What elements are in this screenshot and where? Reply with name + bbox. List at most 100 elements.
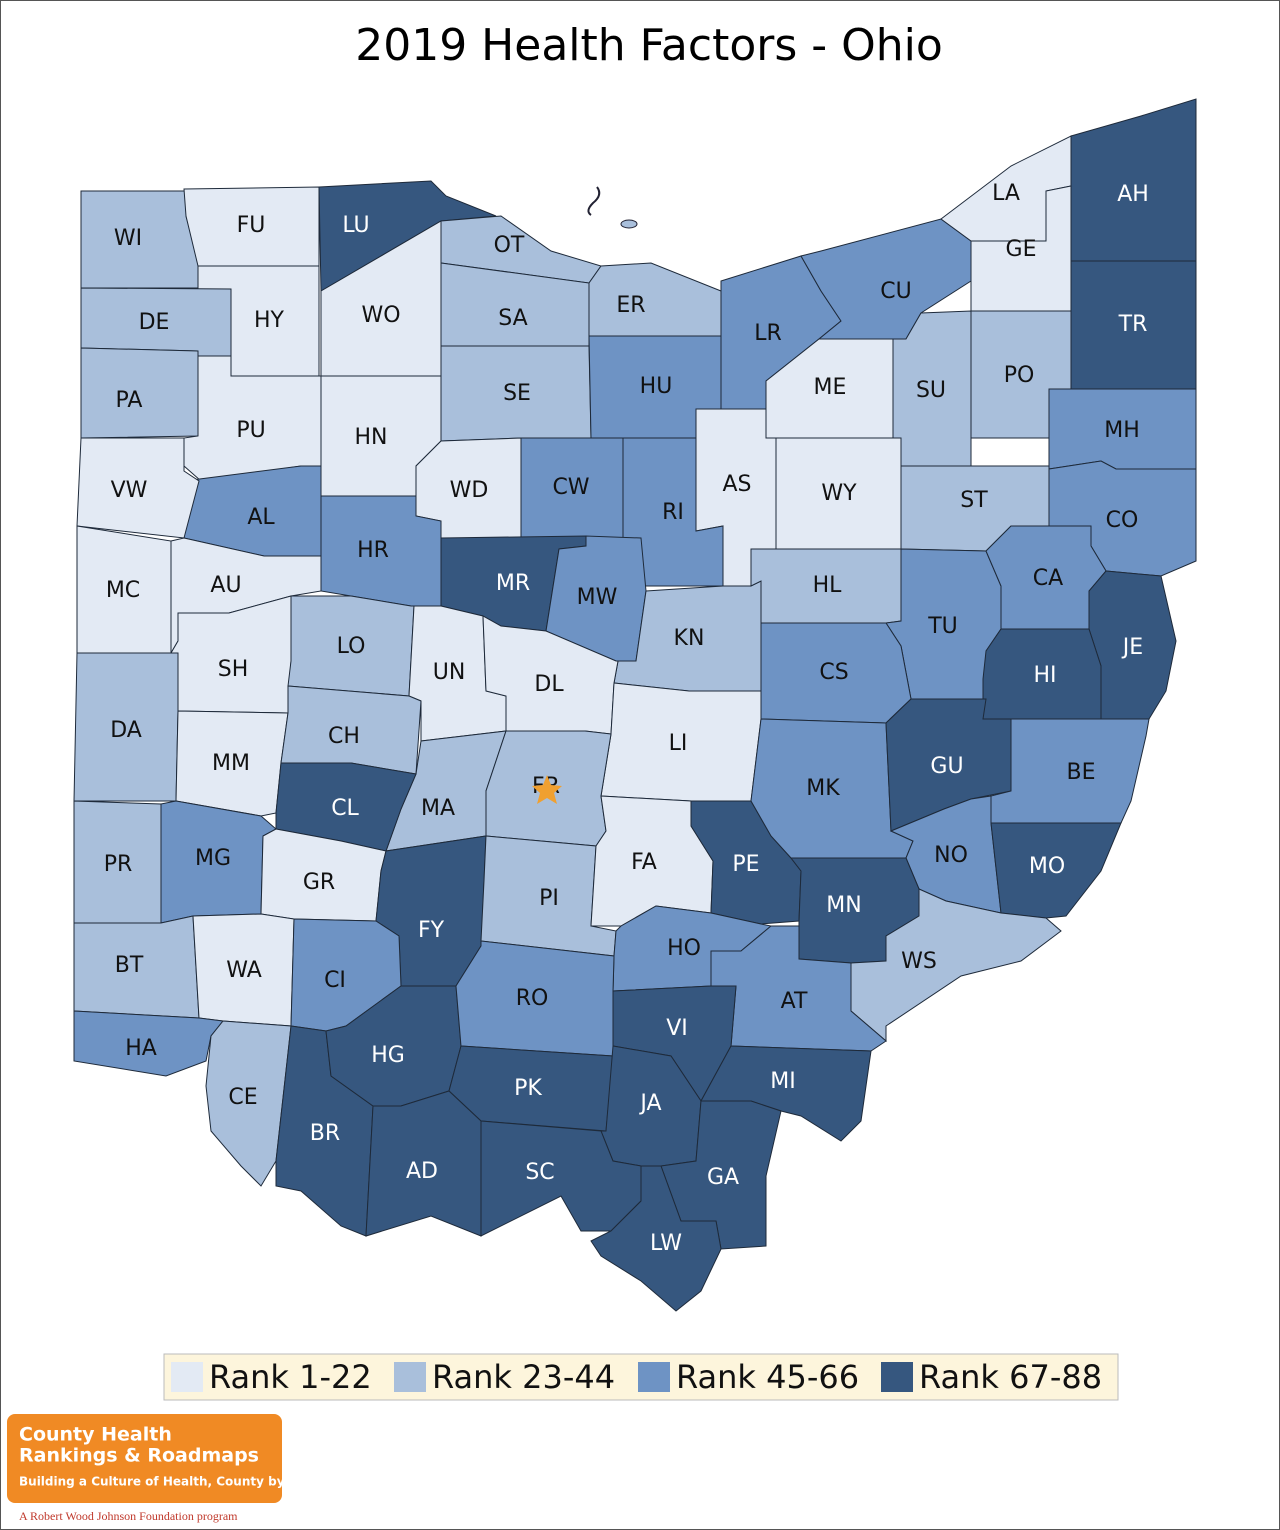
county-label: AD xyxy=(406,1159,438,1184)
county-label: MK xyxy=(806,776,840,801)
county-label: LO xyxy=(337,634,366,659)
county-label: PI xyxy=(539,886,559,911)
county-label: RI xyxy=(662,500,684,525)
county-label: HU xyxy=(640,374,673,399)
island xyxy=(620,219,638,229)
county-label: ER xyxy=(616,293,645,318)
county-label: ME xyxy=(814,375,847,400)
county-label: MA xyxy=(421,796,455,821)
county-label: GU xyxy=(930,754,963,779)
county-label: PO xyxy=(1004,363,1035,388)
county-label: NO xyxy=(934,843,968,868)
county-label: RO xyxy=(516,986,549,1011)
county-label: PR xyxy=(104,852,133,877)
county-label: GR xyxy=(303,870,335,895)
county-label: CW xyxy=(552,475,589,500)
county-label: CA xyxy=(1033,566,1063,591)
county-label: VW xyxy=(111,478,148,503)
county-label: MW xyxy=(577,585,618,610)
county xyxy=(590,1165,722,1312)
county-label: DE xyxy=(139,310,170,335)
county-label: BR xyxy=(310,1121,340,1146)
county-label: HA xyxy=(125,1036,157,1061)
county-label: AU xyxy=(210,573,241,598)
county-label: WA xyxy=(226,958,262,983)
county-label: FY xyxy=(418,918,445,943)
county-label: CO xyxy=(1106,508,1139,533)
county-label: WO xyxy=(361,303,400,328)
county-label: WS xyxy=(901,949,937,974)
county xyxy=(850,888,1062,1043)
county-label: MC xyxy=(106,578,140,603)
legend-label: Rank 1-22 xyxy=(209,1358,372,1396)
county-label: JA xyxy=(638,1091,661,1116)
county-label: CI xyxy=(324,968,346,993)
county xyxy=(588,262,722,337)
counties: WI FU LU WO OT HY DE PA PU HN SA ER SE HU LR CU LA GE AH TR… xyxy=(73,98,1197,1312)
county-label: HG xyxy=(371,1043,405,1068)
county-label: AL xyxy=(247,505,275,530)
legend: Rank 1-22 Rank 23-44 Rank 45-66 Rank 67-88 xyxy=(171,1358,1102,1396)
logo-box xyxy=(7,1414,282,1503)
county-label: ST xyxy=(960,488,988,513)
legend-swatch xyxy=(881,1362,913,1392)
county-label: OT xyxy=(494,233,525,258)
county xyxy=(1070,98,1197,262)
county-label: LR xyxy=(754,321,782,346)
county xyxy=(170,595,292,714)
legend-label: Rank 23-44 xyxy=(432,1358,615,1396)
county-label: WD xyxy=(450,478,489,503)
county-label: BT xyxy=(115,953,144,978)
logo-tagline: Building a Culture of Health, County by … xyxy=(19,1475,337,1489)
logo-line: County Health xyxy=(19,1424,172,1446)
county-label: FU xyxy=(237,213,266,238)
county-label: DL xyxy=(534,672,564,697)
county-label: BE xyxy=(1067,760,1096,785)
county-label: WI xyxy=(114,226,142,251)
legend-label: Rank 45-66 xyxy=(676,1358,859,1396)
legend-swatch xyxy=(171,1362,203,1392)
county-label: LA xyxy=(992,181,1020,206)
county-label: MI xyxy=(770,1069,795,1094)
county-label: PK xyxy=(514,1076,542,1101)
county-label: UN xyxy=(433,660,466,685)
county-label: TR xyxy=(1118,312,1148,337)
county-label: MR xyxy=(496,571,530,596)
county-label: PU xyxy=(236,418,265,443)
county-label: GE xyxy=(1006,237,1037,262)
title: 2019 Health Factors - Ohio xyxy=(355,20,943,71)
county-label: CH xyxy=(328,724,360,749)
county-label: SC xyxy=(525,1160,554,1185)
legend-label: Rank 67-88 xyxy=(919,1358,1102,1396)
county-label: HY xyxy=(254,308,285,333)
county-label: LU xyxy=(342,213,369,238)
county-label: KN xyxy=(674,626,705,651)
county-label: WY xyxy=(821,481,857,506)
capital-star xyxy=(532,775,562,804)
county-label: HN xyxy=(355,425,388,450)
county-label: JE xyxy=(1121,635,1143,660)
county-label: TU xyxy=(927,614,958,639)
county-label: GA xyxy=(707,1165,739,1190)
county-label: AT xyxy=(781,989,808,1014)
county-label: MM xyxy=(212,751,250,776)
county-label: CU xyxy=(880,279,911,304)
county-label: MO xyxy=(1029,854,1065,879)
county-label: DA xyxy=(110,718,142,743)
county-label: CS xyxy=(819,660,848,685)
island xyxy=(587,186,601,216)
legend-swatch xyxy=(638,1362,670,1392)
county-label: AS xyxy=(722,472,751,497)
county-label: MN xyxy=(826,893,861,918)
county-label: SH xyxy=(218,657,249,682)
county-label: HI xyxy=(1033,663,1056,688)
county-label: PA xyxy=(116,388,143,413)
county-label: LI xyxy=(669,731,688,756)
legend-swatch xyxy=(394,1362,426,1392)
county-label: HO xyxy=(667,936,701,961)
county-label: PE xyxy=(732,852,759,877)
county xyxy=(73,1010,224,1077)
logo-footer: A Robert Wood Johnson Foundation program xyxy=(19,1509,238,1523)
